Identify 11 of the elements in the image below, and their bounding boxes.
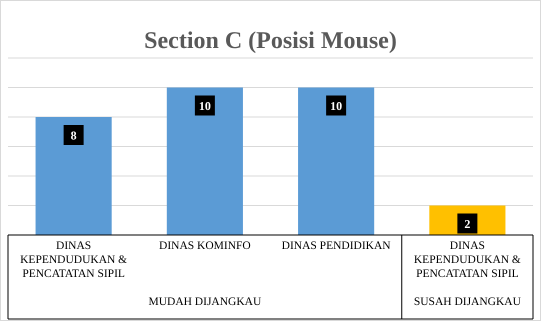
x-tick-label: DINAS KEPENDUDUKAN & PENCATATAN SIPIL — [414, 240, 521, 280]
text: SUSAH DIJANGKAU — [414, 296, 522, 308]
x-tick-label: DINAS KEPENDUDUKAN & PENCATATAN SIPIL — [20, 240, 128, 280]
x-tick-label: DINAS KOMINFO — [159, 240, 251, 252]
x-tick-label: DINAS PENDIDIKAN — [282, 240, 392, 252]
data-label: 2 — [464, 217, 470, 231]
chart-title: Section C (Posisi Mouse) — [144, 28, 397, 54]
data-label: 8 — [70, 128, 77, 142]
data-label: 10 — [198, 99, 211, 113]
text: MUDAH DIJANGKAU — [148, 296, 262, 308]
data-label: 10 — [330, 99, 342, 113]
